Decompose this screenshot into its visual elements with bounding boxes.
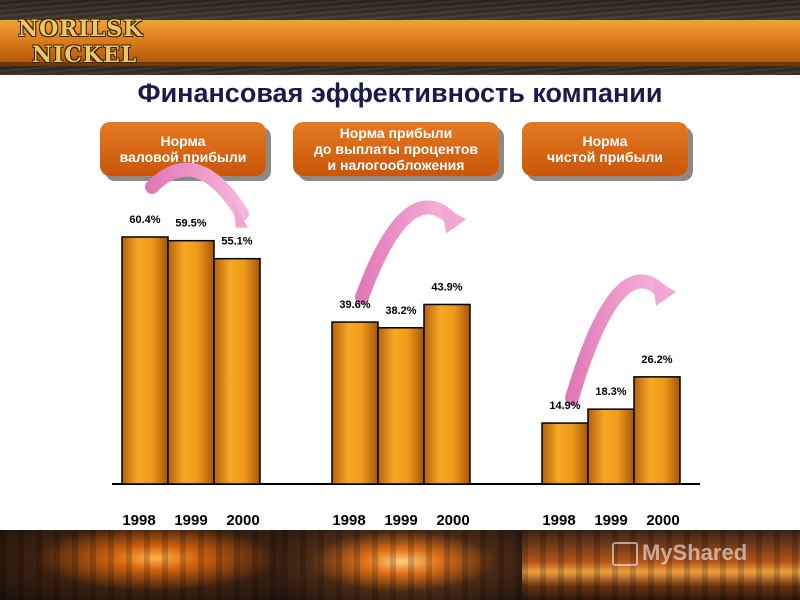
logo-line-2: NICKEL <box>32 42 138 68</box>
presentation-icon <box>612 542 638 567</box>
watermark-text: MyShared <box>642 540 748 565</box>
header-divider <box>0 62 800 66</box>
company-logo: NORILSK NICKEL <box>14 12 144 72</box>
value-label-1999-group-1: 59.5% <box>175 218 206 230</box>
trend-arrow-head-group-2 <box>442 205 466 234</box>
bar-2000-group-2 <box>423 303 471 485</box>
value-label-2000-group-2: 43.9% <box>431 281 462 293</box>
x-tick-label-2000-group-2: 2000 <box>436 512 469 529</box>
value-label-1999-group-3: 18.3% <box>595 386 626 398</box>
x-tick-label-2000-group-3: 2000 <box>646 512 679 529</box>
bar-2000-group-3 <box>633 376 681 485</box>
x-tick-label-1999-group-3: 1999 <box>594 512 627 529</box>
footer-photo-sunset <box>522 530 800 600</box>
x-tick-label-1998-group-3: 1998 <box>542 512 575 529</box>
group-label-net-margin: Норма чистой прибыли <box>522 122 688 176</box>
trend-arrow-group-1 <box>145 162 249 221</box>
bar-1998-group-2 <box>331 321 379 485</box>
logo-line-1: NORILSK <box>18 16 144 42</box>
group-label-ebit-margin: Норма прибыли до выплаты процентов и нал… <box>293 122 499 176</box>
footer-photo-strip <box>0 530 800 600</box>
x-tick-label-1999-group-1: 1999 <box>174 512 207 529</box>
trend-arrow-group-2 <box>355 200 459 305</box>
trend-arrow-group-3 <box>565 274 669 406</box>
value-label-1998-group-2: 39.6% <box>339 299 370 311</box>
bar-1999-group-3 <box>587 408 635 485</box>
x-tick-label-1999-group-2: 1999 <box>384 512 417 529</box>
watermark: MyShared <box>612 540 772 570</box>
value-label-1998-group-1: 60.4% <box>129 214 160 226</box>
x-tick-label-2000-group-1: 2000 <box>226 512 259 529</box>
bar-1999-group-1 <box>167 239 215 485</box>
footer-photo-furnace <box>0 530 282 600</box>
page-title: Финансовая эффективность компании <box>137 78 663 108</box>
value-label-2000-group-1: 55.1% <box>221 236 252 248</box>
footer-photo-molten-metal <box>282 530 522 600</box>
value-label-2000-group-3: 26.2% <box>641 354 672 366</box>
value-label-1998-group-3: 14.9% <box>549 400 580 412</box>
trend-arrow-head-group-1 <box>232 199 248 228</box>
bar-1999-group-2 <box>377 327 425 485</box>
trend-arrow-head-group-3 <box>652 277 676 306</box>
bar-2000-group-1 <box>213 257 261 485</box>
x-tick-label-1998-group-2: 1998 <box>332 512 365 529</box>
bar-1998-group-1 <box>121 236 169 485</box>
value-label-1999-group-2: 38.2% <box>385 305 416 317</box>
x-tick-label-1998-group-1: 1998 <box>122 512 155 529</box>
header-orange-bar <box>0 20 800 62</box>
bar-1998-group-3 <box>541 422 589 485</box>
